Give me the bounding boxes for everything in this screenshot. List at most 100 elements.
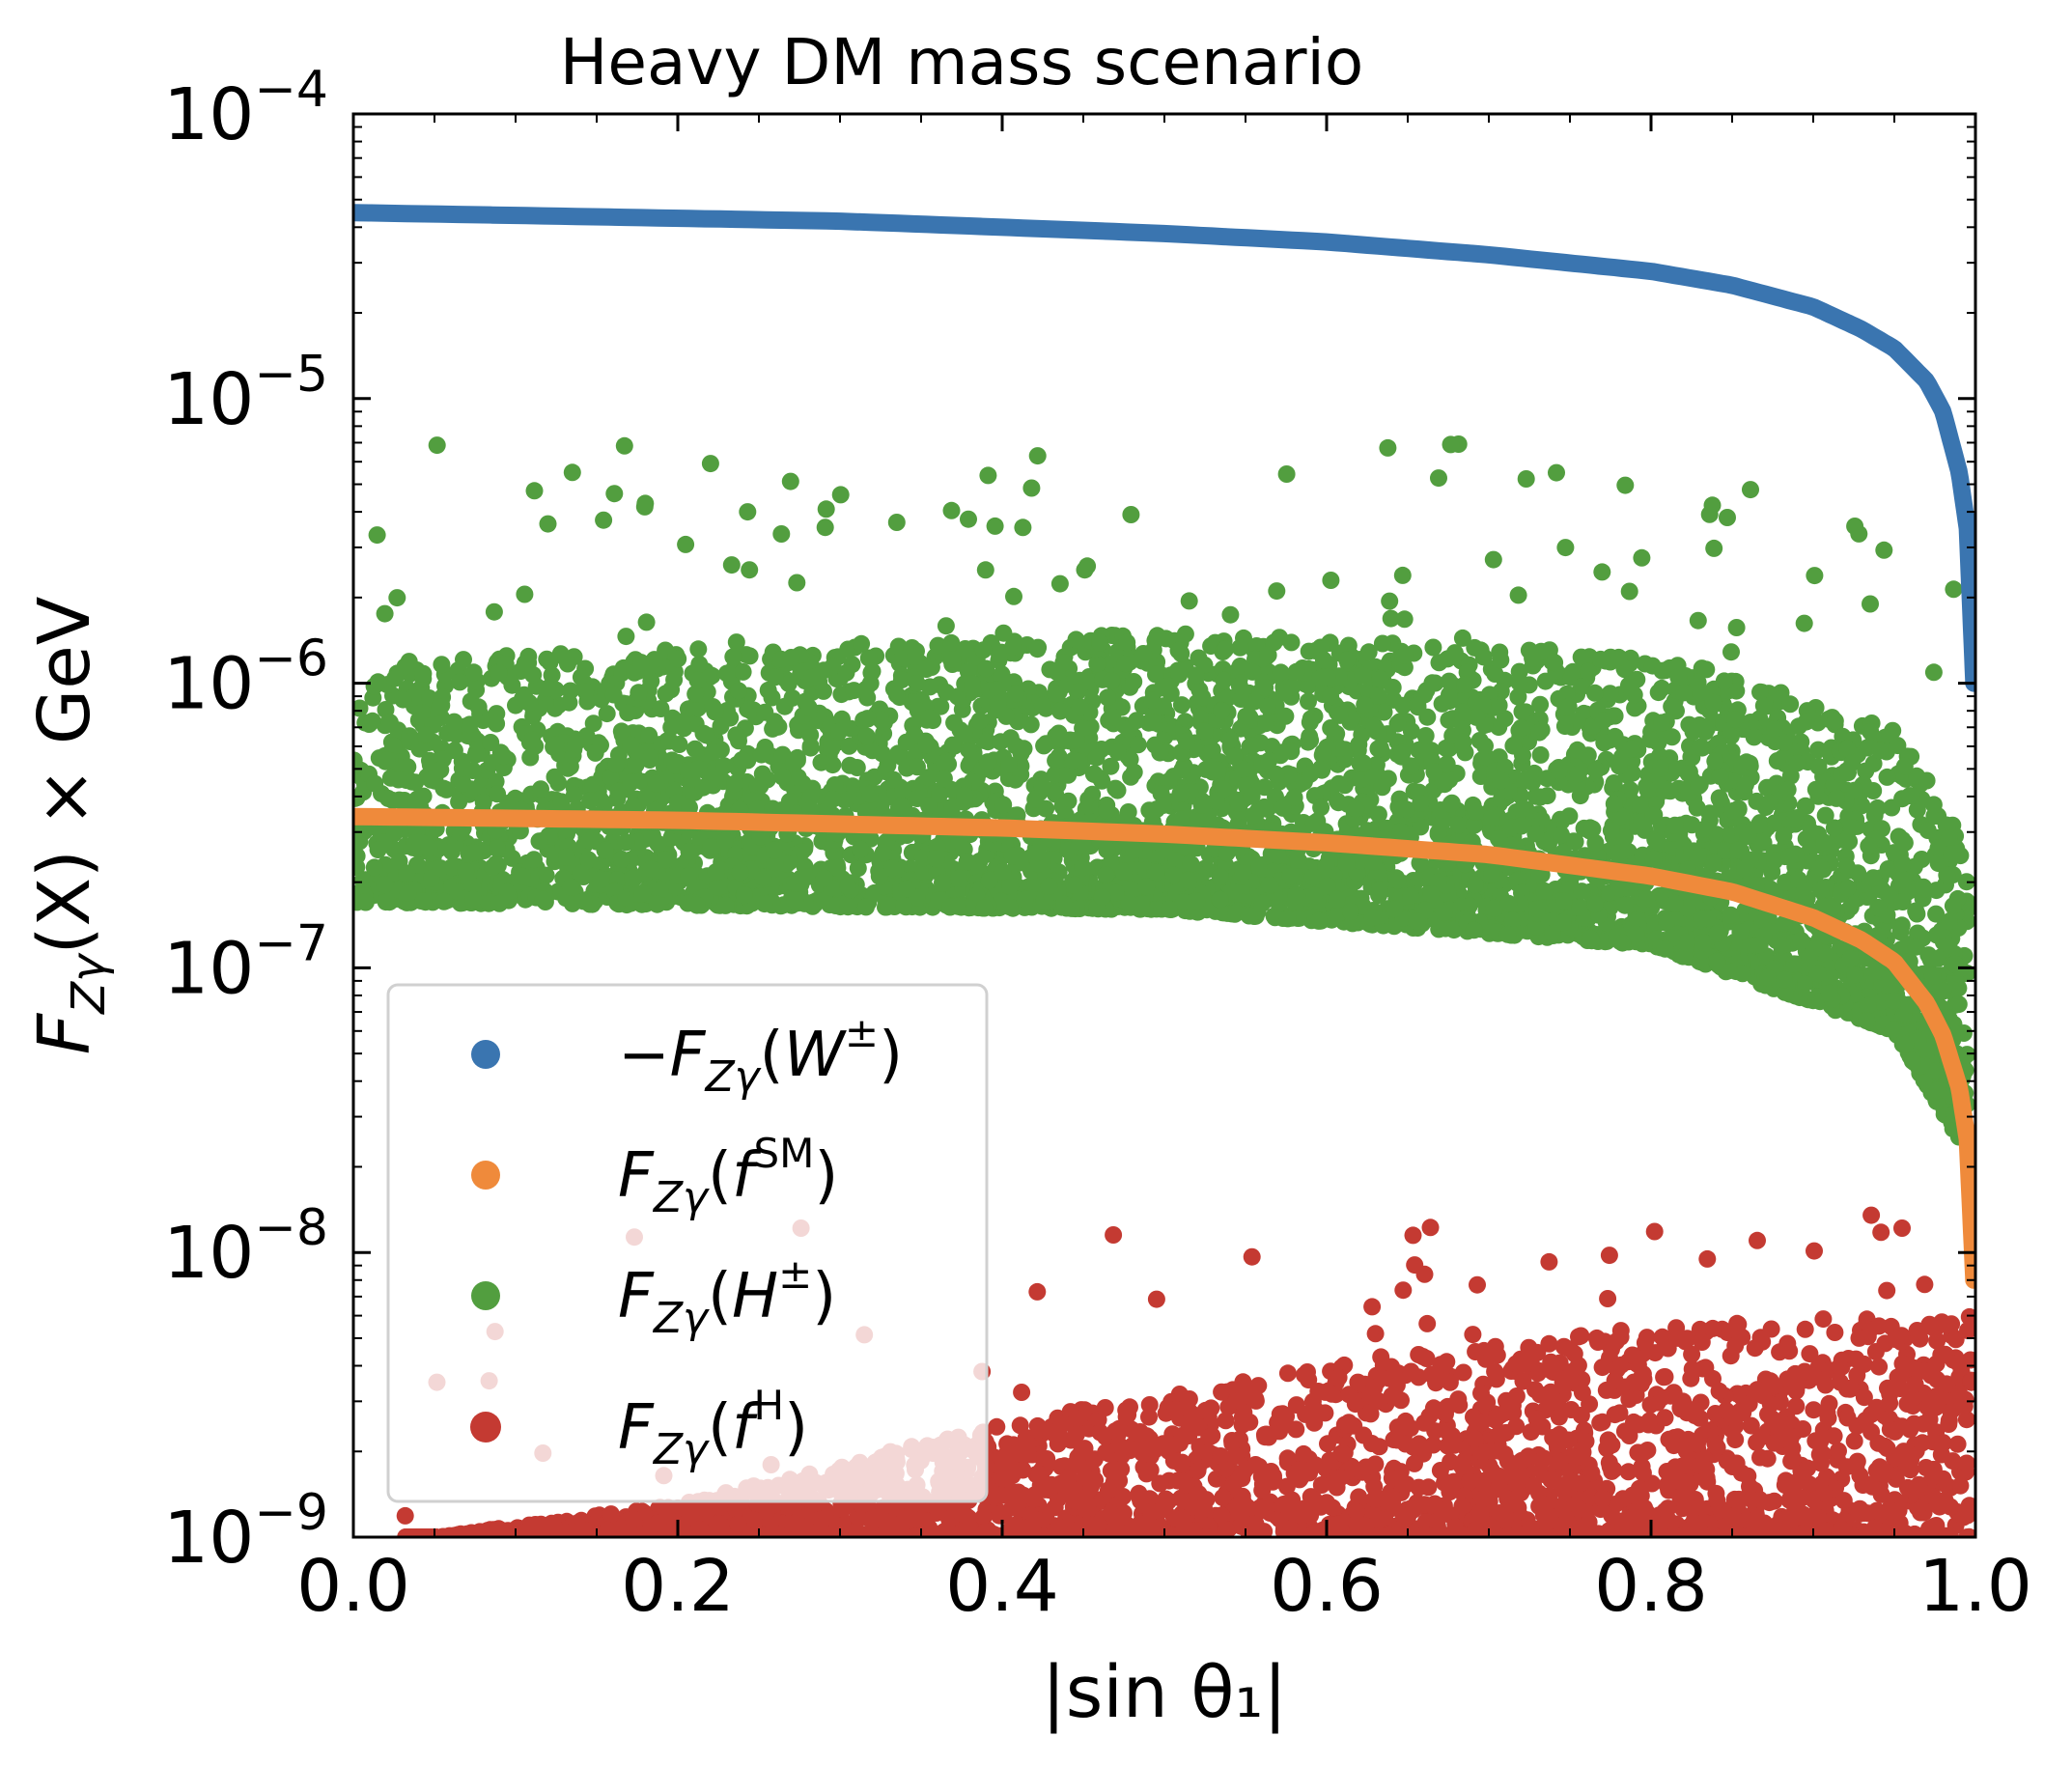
scatter-point	[1551, 1452, 1569, 1471]
scatter-point	[1141, 1461, 1160, 1479]
scatter-point	[1862, 1206, 1881, 1224]
scatter-point	[953, 1504, 971, 1522]
scatter-point	[1787, 1381, 1806, 1399]
scatter-point	[1528, 1410, 1547, 1428]
scatter-point	[1577, 1432, 1595, 1450]
scatter-point	[1676, 1332, 1694, 1351]
scatter-point	[1619, 1463, 1638, 1481]
scatter-point	[1402, 1362, 1420, 1381]
scatter-point	[976, 561, 994, 579]
scatter-point	[1908, 1322, 1926, 1339]
scatter-point	[1765, 1434, 1783, 1452]
scatter-point	[1366, 1325, 1385, 1343]
scatter-point	[1855, 1388, 1873, 1407]
scatter-point	[1396, 1412, 1414, 1430]
scatter-point	[1246, 1391, 1265, 1410]
scatter-point	[1957, 1411, 1975, 1429]
scatter-point	[1702, 1526, 1721, 1537]
scatter-point	[1086, 1471, 1105, 1489]
scatter-point	[1703, 1319, 1722, 1337]
scatter-point	[1742, 1416, 1760, 1435]
scatter-point	[1030, 1465, 1049, 1483]
scatter-point	[1379, 438, 1397, 457]
scatter-point	[1484, 550, 1502, 569]
scatter-point	[1742, 481, 1759, 499]
scatter-point	[1958, 1528, 1975, 1537]
scatter-point	[1838, 1409, 1857, 1426]
scatter-point	[1430, 654, 1448, 672]
scatter-point	[1530, 1362, 1549, 1380]
scatter-point	[1350, 1488, 1368, 1506]
scatter-point	[1419, 1478, 1438, 1497]
scatter-point	[887, 514, 906, 531]
scatter-point	[1229, 1391, 1247, 1410]
scatter-point	[1809, 1508, 1828, 1527]
scatter-point	[1540, 1252, 1558, 1271]
scatter-point	[1439, 1474, 1457, 1493]
scatter-point	[1306, 1456, 1325, 1474]
scatter-point	[1022, 479, 1041, 497]
scatter-point	[1620, 1427, 1638, 1444]
scatter-point	[1540, 1334, 1558, 1353]
scatter-point	[1432, 1356, 1450, 1374]
scatter-point	[1710, 1382, 1728, 1400]
scatter-point	[937, 617, 955, 635]
scatter-point	[1108, 1464, 1127, 1481]
scatter-point	[1679, 1430, 1697, 1448]
scatter-point	[1708, 1439, 1726, 1457]
scatter-point	[1878, 1281, 1896, 1300]
scatter-point	[1295, 1499, 1313, 1518]
scatter-point	[1114, 1488, 1133, 1505]
scatter-point	[1904, 1481, 1922, 1499]
scatter-point	[1916, 1275, 1934, 1294]
scatter-point	[1814, 1310, 1833, 1329]
scatter-point	[1404, 1438, 1422, 1456]
scatter-point	[1316, 1404, 1334, 1422]
scatter-point	[1600, 1247, 1618, 1265]
scatter-point	[929, 1502, 947, 1521]
scatter-point	[1130, 1425, 1148, 1443]
scatter-point	[1624, 1508, 1642, 1527]
scatter-point	[1942, 1402, 1960, 1420]
scatter-point	[1150, 1518, 1168, 1536]
scatter-point	[1013, 1384, 1031, 1401]
scatter-point	[1762, 1320, 1780, 1338]
scatter-point	[729, 1515, 747, 1533]
scatter-point	[1330, 1368, 1348, 1387]
scatter-point	[1646, 1344, 1665, 1362]
scatter-point	[1179, 1415, 1197, 1432]
scatter-point	[1003, 1499, 1022, 1517]
scatter-point	[1796, 1320, 1814, 1338]
scatter-point	[485, 602, 503, 621]
scatter-point	[1330, 1515, 1348, 1533]
scatter-point	[1496, 1511, 1514, 1529]
scatter-point	[710, 1515, 728, 1533]
scatter-point	[722, 556, 741, 574]
scatter-point	[1587, 762, 1605, 779]
scatter-point	[1464, 1326, 1482, 1344]
scatter-point	[1801, 1345, 1819, 1363]
scatter-point	[1319, 1435, 1336, 1453]
scatter-point	[1924, 1467, 1943, 1485]
scatter-point	[1544, 1429, 1562, 1446]
scatter-point	[1892, 1327, 1911, 1345]
scatter-point	[658, 1504, 676, 1523]
scatter-point	[1659, 1511, 1677, 1529]
scatter-point	[1531, 1386, 1550, 1404]
scatter-point	[1826, 1324, 1844, 1341]
scatter-point	[1811, 1433, 1830, 1450]
scatter-point	[1151, 743, 1169, 762]
scatter-point	[1934, 1434, 1952, 1452]
scatter-point	[1693, 1333, 1711, 1351]
scatter-point	[1410, 1346, 1428, 1363]
scatter-point	[1472, 1384, 1490, 1402]
scatter-point	[986, 517, 1004, 535]
scatter-point	[1394, 1475, 1413, 1494]
scatter-point	[1038, 1450, 1056, 1468]
scatter-point	[1028, 1282, 1047, 1301]
scatter-point	[1363, 1298, 1382, 1316]
scatter-point	[1749, 1231, 1766, 1249]
scatter-point	[1488, 1346, 1506, 1364]
scatter-point	[1295, 1444, 1313, 1463]
scatter-point	[1233, 1415, 1251, 1434]
